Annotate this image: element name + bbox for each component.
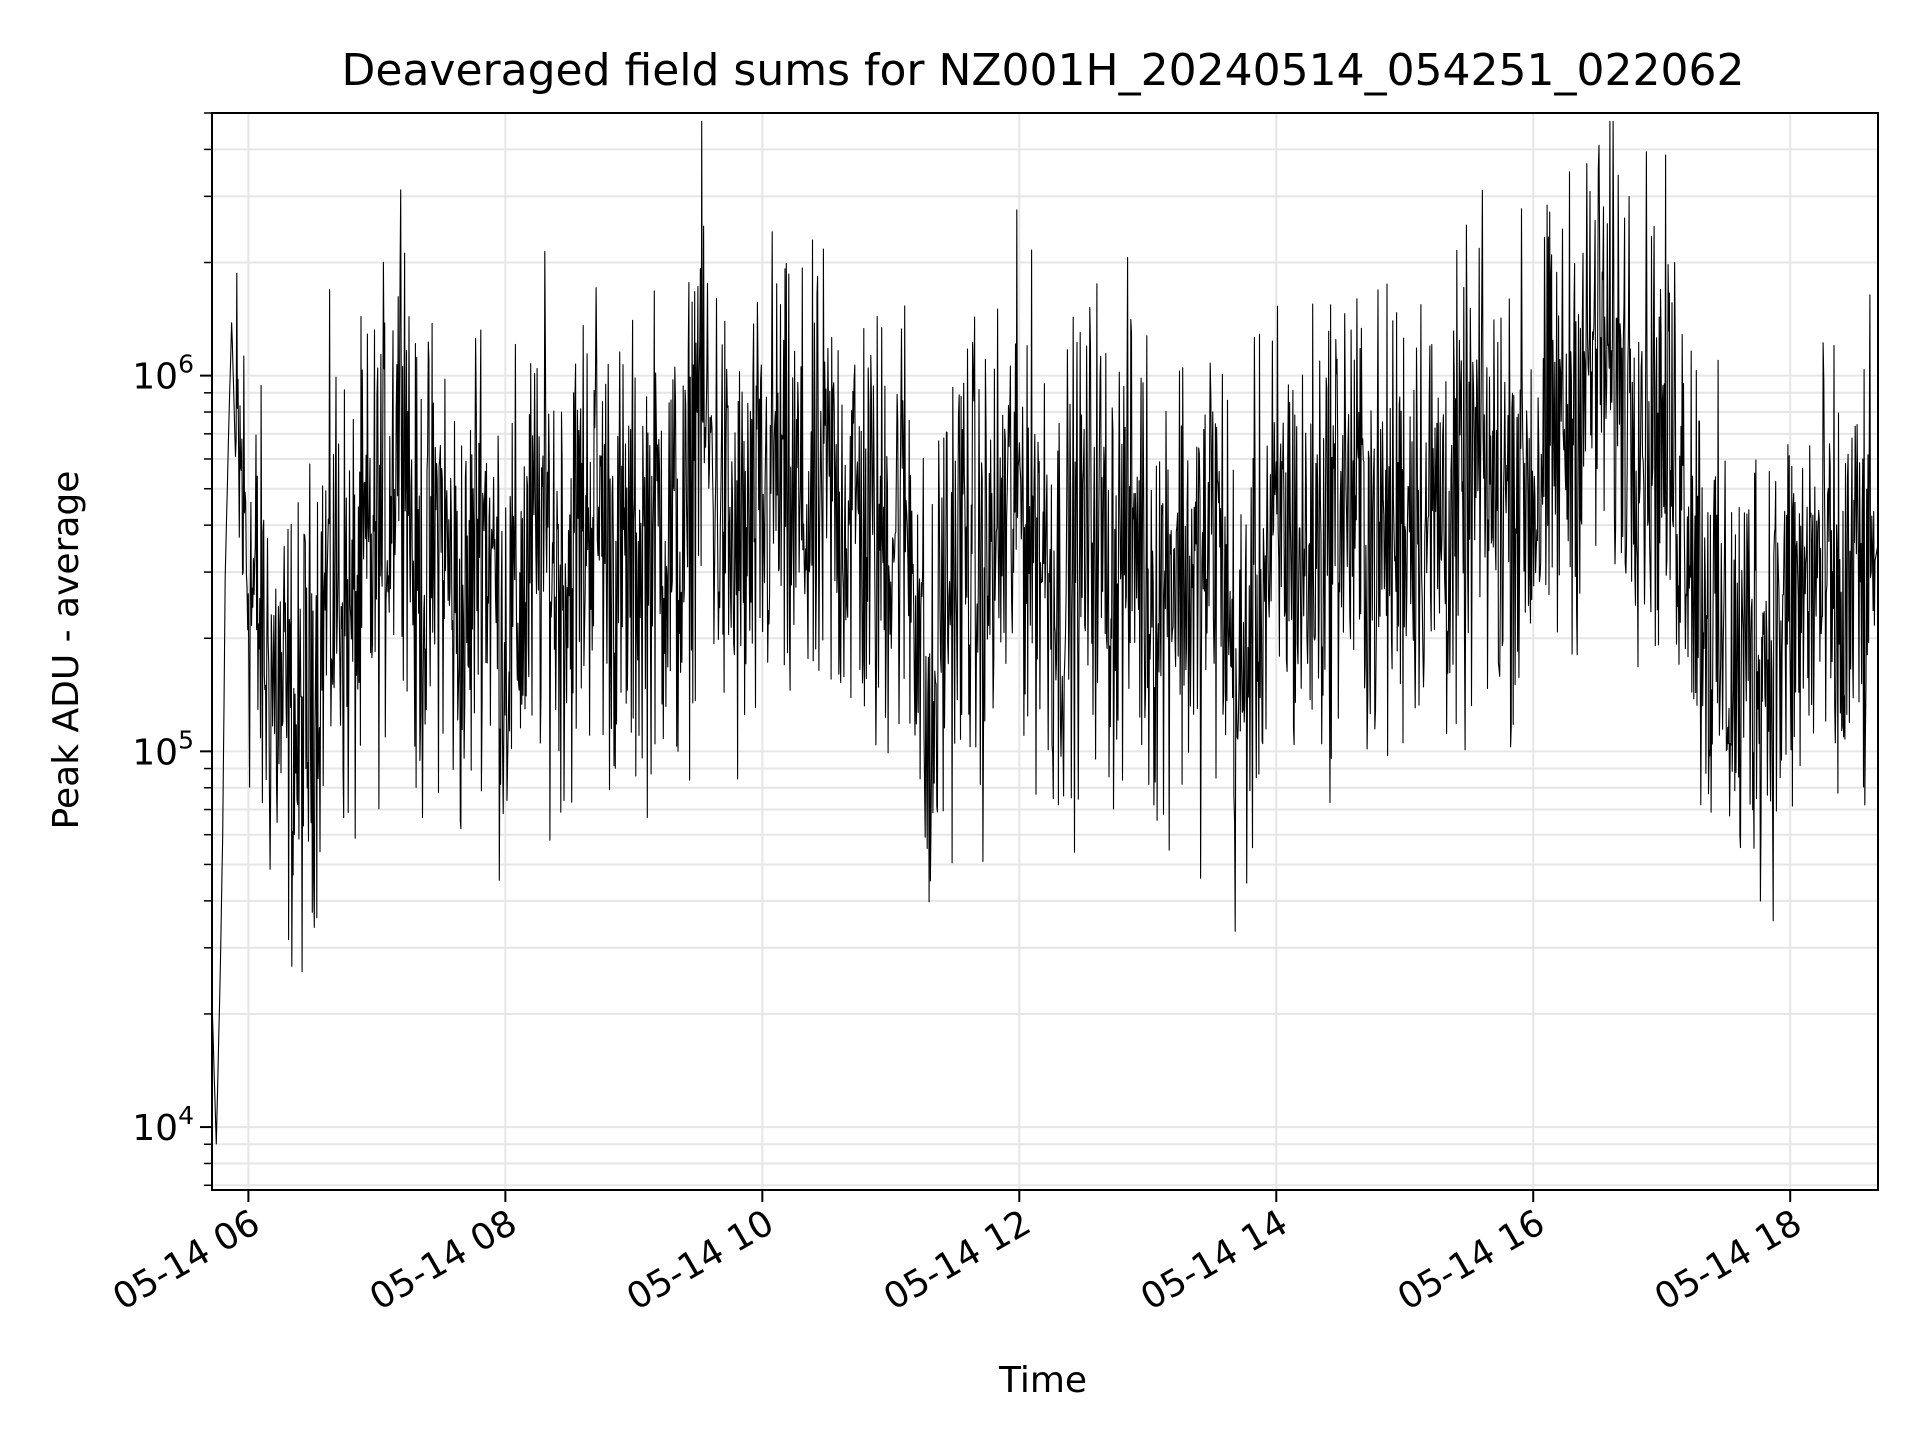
y-tick-label: 105: [132, 725, 194, 773]
chart-title: Deaveraged field sums for NZ001H_2024051…: [342, 45, 1745, 96]
x-tick-label: 05-14 08: [363, 1202, 524, 1318]
series-line: [211, 120, 1879, 1145]
y-tick-base: 10: [132, 357, 178, 398]
x-axis-label: Time: [998, 1360, 1087, 1401]
y-tick-label: 106: [132, 350, 194, 398]
y-tick-exponent: 5: [178, 725, 194, 754]
x-tick-label: 05-14 12: [877, 1202, 1038, 1318]
y-tick-base: 10: [132, 1108, 178, 1149]
x-tick-label: 05-14 10: [620, 1202, 781, 1318]
y-tick-base: 10: [132, 732, 178, 773]
plot-frame: [211, 112, 1879, 1191]
x-tick-label: 05-14 06: [106, 1202, 267, 1318]
series-layer: [211, 120, 1879, 1145]
x-tick-label: 05-14 14: [1134, 1202, 1295, 1318]
y-axis-label: Peak ADU - average: [46, 471, 87, 830]
y-tick-label: 104: [132, 1101, 194, 1149]
y-tick-exponent: 4: [178, 1101, 194, 1130]
y-tick-exponent: 6: [178, 350, 194, 379]
x-tick-label: 05-14 18: [1648, 1202, 1809, 1318]
x-tick-label: 05-14 16: [1391, 1202, 1552, 1318]
